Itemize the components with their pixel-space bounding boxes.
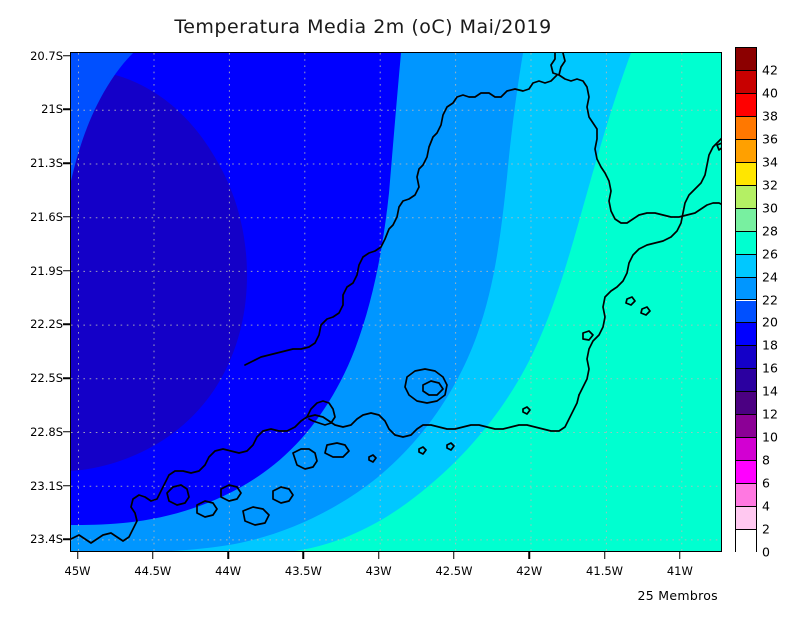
x-axis-tick [679, 552, 681, 559]
x-axis-tick-label: 45W [64, 564, 91, 578]
colorbar-swatch[interactable] [736, 461, 756, 485]
band-18-20-nw-corner [71, 53, 133, 181]
colorbar[interactable] [735, 47, 757, 553]
colorbar-tick-label: 20 [762, 314, 778, 330]
colorbar-swatch[interactable] [736, 254, 756, 278]
x-axis-tick-label: 43.5W [284, 564, 322, 578]
colorbar-swatch[interactable] [736, 277, 756, 301]
page-title: Temperatura Media 2m (oC) Mai/2019 [174, 16, 552, 38]
y-axis-tick-label: 21.3S [30, 156, 63, 171]
y-axis-tick [63, 162, 70, 164]
colorbar-swatch[interactable] [736, 162, 756, 186]
colorbar-swatch[interactable] [736, 231, 756, 255]
y-axis-tick-label: 21.6S [30, 209, 63, 224]
x-axis-tick-label: 44.5W [134, 564, 172, 578]
y-axis-tick [63, 484, 70, 487]
x-axis-tick-label: 44W [215, 564, 242, 578]
colorbar-tick-label: 26 [762, 246, 778, 262]
x-axis-tick-label: 41W [666, 564, 693, 578]
x-axis-tick-label: 42W [516, 564, 543, 578]
x-axis-tick [152, 552, 154, 559]
colorbar-swatch[interactable] [736, 415, 756, 439]
y-axis-tick [63, 323, 70, 326]
x-axis-tick [302, 552, 305, 559]
y-axis-tick-label: 22.5S [30, 371, 63, 386]
x-axis-tick [528, 552, 530, 559]
x-axis-tick-label: 41.5W [586, 564, 624, 578]
colorbar-swatch[interactable] [736, 346, 756, 370]
colorbar-tick-label: 34 [762, 154, 778, 170]
colorbar-swatch[interactable] [736, 323, 756, 347]
colorbar-tick-label: 2 [762, 521, 770, 537]
colorbar-swatch[interactable] [736, 93, 756, 117]
y-axis-tick [63, 377, 70, 379]
colorbar-tick-label: 10 [762, 429, 778, 445]
y-axis-tick [63, 54, 70, 57]
colorbar-tick-label: 24 [762, 269, 778, 285]
colorbar-tick-label: 30 [762, 200, 778, 216]
y-axis-tick-label: 23.4S [30, 532, 63, 547]
y-axis-tick [63, 216, 70, 218]
colorbar-swatch[interactable] [736, 185, 756, 209]
y-axis-labels: 20.7S 21S 21.3S 21.6S 21.9S 22.2S 22.5S 22.8S 23… [0, 48, 70, 552]
colorbar-tick-label: 4 [762, 498, 770, 514]
x-axis-tick [453, 552, 455, 559]
colorbar-tick-label: 14 [762, 383, 778, 399]
y-axis-tick [63, 269, 70, 272]
colorbar-swatch[interactable] [736, 507, 756, 531]
colorbar-tick-label: 42 [762, 62, 778, 78]
colorbar-tick-label: 6 [762, 475, 770, 491]
colorbar-swatch[interactable] [736, 116, 756, 140]
colorbar-swatch[interactable] [736, 392, 756, 416]
colorbar-swatch[interactable] [736, 484, 756, 508]
y-axis-tick [63, 431, 70, 433]
x-axis-labels: 45W 44.5W 44W 43.5W 43W 42.5W 42W 41.5W 41W [65, 552, 722, 582]
colorbar-tick-label: 8 [762, 452, 770, 468]
colorbar-tick-label: 18 [762, 337, 778, 353]
state-boundary [244, 53, 721, 366]
colorbar-tick-label: 12 [762, 406, 778, 422]
colorbar-tick-label: 16 [762, 360, 778, 376]
colorbar-tick-label: 28 [762, 223, 778, 239]
colorbar-tick-label: 0 [762, 544, 770, 560]
y-axis-tick-label: 20.7S [30, 48, 63, 63]
colorbar-swatch[interactable] [736, 530, 756, 553]
colorbar-tick-label: 38 [762, 108, 778, 124]
y-axis-tick-label: 22.2S [30, 317, 63, 332]
colorbar-tick-label: 40 [762, 85, 778, 101]
x-axis-tick [377, 552, 380, 559]
y-axis-tick [63, 108, 70, 111]
plot-frame [70, 52, 722, 552]
y-axis-tick-label: 21.9S [30, 263, 63, 278]
y-axis-tick-label: 22.8S [30, 424, 63, 439]
colorbar-swatch[interactable] [736, 300, 756, 324]
colorbar-tick-label: 32 [762, 177, 778, 193]
y-axis-tick-label: 23.1S [30, 478, 63, 493]
colorbar-swatch[interactable] [736, 70, 756, 94]
band-16-18 [71, 67, 247, 471]
colorbar-swatch[interactable] [736, 139, 756, 163]
y-axis-tick-label: 21S [41, 102, 63, 117]
x-axis-tick-label: 43W [365, 564, 392, 578]
temperature-contour-map [71, 53, 721, 551]
x-axis-tick [603, 552, 606, 559]
colorbar-swatch[interactable] [736, 369, 756, 393]
map-plot-area[interactable] [70, 52, 722, 552]
colorbar-swatch[interactable] [736, 438, 756, 462]
members-caption: 25 Membros [637, 588, 718, 603]
x-axis-tick [227, 552, 229, 559]
colorbar-swatch[interactable] [736, 48, 756, 71]
colorbar-tick-label: 36 [762, 131, 778, 147]
x-axis-tick [76, 552, 79, 559]
colorbar-tick-label: 22 [762, 292, 778, 307]
y-axis-tick [63, 538, 70, 541]
x-axis-tick-label: 42.5W [435, 564, 473, 578]
colorbar-labels: 42 40 38 36 34 32 30 28 26 24 22 20 18 16 14 12 10 8 6 4 2 0 [735, 47, 795, 559]
coastline [71, 137, 721, 544]
colorbar-swatch[interactable] [736, 208, 756, 232]
